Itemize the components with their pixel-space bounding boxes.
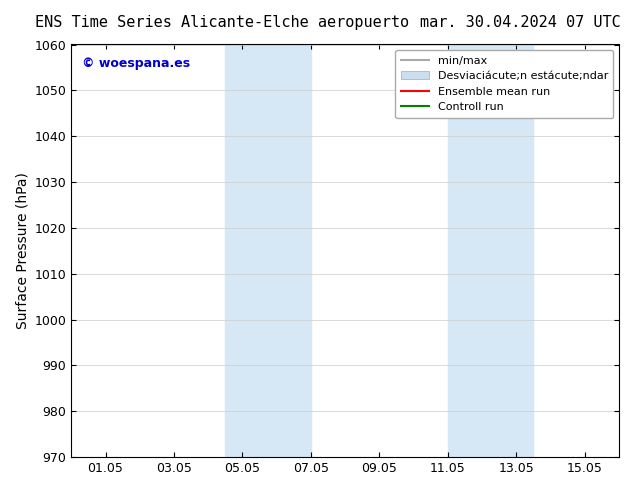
Bar (448, 45, 533, 457)
Text: mar. 30.04.2024 07 UTC: mar. 30.04.2024 07 UTC (420, 15, 620, 30)
Text: © woespana.es: © woespana.es (82, 57, 190, 70)
Text: ENS Time Series Alicante-Elche aeropuerto: ENS Time Series Alicante-Elche aeropuert… (35, 15, 409, 30)
Y-axis label: Surface Pressure (hPa): Surface Pressure (hPa) (15, 172, 29, 329)
Legend: min/max, Desviaciácute;n estácute;ndar, Ensemble mean run, Controll run: min/max, Desviaciácute;n estácute;ndar, … (395, 50, 614, 118)
Bar (225, 45, 311, 457)
